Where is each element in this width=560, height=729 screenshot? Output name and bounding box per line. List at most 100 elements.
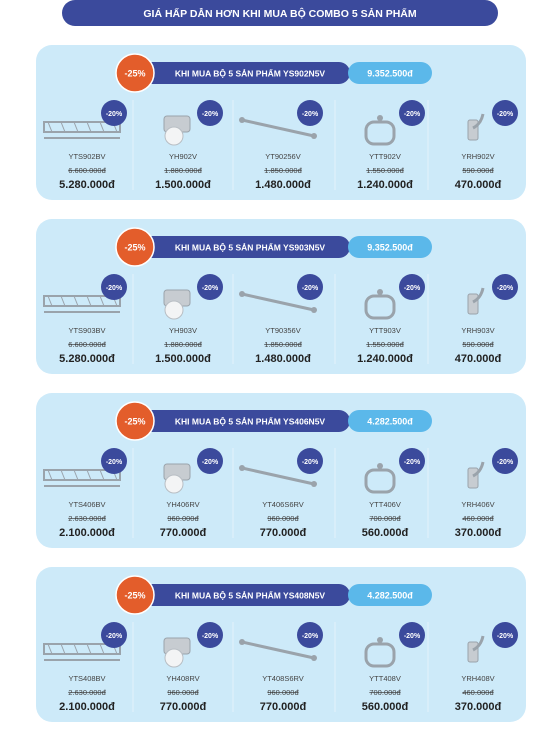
icon-part [467,119,479,141]
product: -20% YTS902BV 6.600.000đ 5.280.000đ [43,100,127,191]
product-price: 5.280.000đ [59,179,115,191]
icon-part [472,635,485,652]
product-code: YT408S6RV [262,674,304,683]
product-badge-text: -20% [302,459,319,466]
icon-part [73,295,79,307]
price-pill [348,410,432,432]
product-badge-text: -20% [497,285,514,292]
icon-part [311,655,317,661]
discount-text: -25% [124,590,145,600]
label-pill [140,62,350,84]
icon-part [99,121,105,133]
icon-part [60,295,66,307]
icon-part [99,295,105,307]
discount-badge [115,575,155,615]
old-price: 590.000đ [462,340,494,349]
product-code: YRH406V [461,500,494,509]
product-price: 1.480.000đ [255,179,311,191]
icon-part [377,115,383,121]
old-price: 960.000đ [167,514,199,523]
product: -20% YT406S6RV 960.000đ 770.000đ [232,448,323,539]
old-price: 6.600.000đ [68,166,106,175]
product: -20% YTT408V 700.000đ 560.000đ [334,622,425,713]
icon-part [164,474,184,494]
old-price: 1.550.000đ [366,340,404,349]
icon-part [241,466,315,486]
discount-badge [115,401,155,441]
old-price: 460.000đ [462,688,494,697]
old-price: 700.000đ [369,688,401,697]
product: -20% YH408RV 960.000đ 770.000đ [132,622,223,713]
label-pill [140,236,350,258]
product-code: YT406S6RV [262,500,304,509]
product: -20% YH902V 1.880.000đ 1.500.000đ [132,100,223,191]
icon-part [47,469,53,481]
product-badge [399,622,425,648]
old-price: 460.000đ [462,514,494,523]
product-code: YTS902BV [68,152,105,161]
icon-part [364,642,396,668]
product-badge [197,448,223,474]
product-badge [492,448,518,474]
icon-part [467,641,479,663]
combo-price: 9.352.500đ [367,68,413,78]
product-price: 370.000đ [455,527,502,539]
old-price: 960.000đ [267,514,299,523]
icon-part [239,117,245,123]
product-badge-text: -20% [497,111,514,118]
old-price: 2.630.000đ [68,688,106,697]
product-badge-text: -20% [404,459,421,466]
product-price: 1.240.000đ [357,353,413,365]
product-badge-text: -20% [202,459,219,466]
discount-badge [115,227,155,267]
product-price: 1.500.000đ [155,353,211,365]
icon-part [311,133,317,139]
icon-part [60,121,66,133]
icon-part [164,648,184,668]
product: -20% YT408S6RV 960.000đ 770.000đ [232,622,323,713]
icon-part [47,295,53,307]
icon-part [377,637,383,643]
icon-part [73,643,79,655]
price-pill [348,584,432,606]
product-price: 770.000đ [260,527,307,539]
product-price: 370.000đ [455,701,502,713]
product-badge [492,622,518,648]
product-code: YH406RV [166,500,199,509]
product-price: 1.240.000đ [357,179,413,191]
product-badge [297,100,323,126]
discount-text: -25% [124,242,145,252]
product-badge-text: -20% [497,459,514,466]
icon-part [467,293,479,315]
product-code: YTT903V [369,326,401,335]
icon-part [239,291,245,297]
product: -20% YH406RV 960.000đ 770.000đ [132,448,223,539]
old-price: 1.880.000đ [164,166,202,175]
product-code: YTT408V [369,674,401,683]
old-price: 700.000đ [369,514,401,523]
product-price: 5.280.000đ [59,353,115,365]
product: -20% YRH903V 590.000đ 470.000đ [427,274,518,365]
product-price: 470.000đ [455,179,502,191]
product-badge-text: -20% [404,111,421,118]
product-code: YH408RV [166,674,199,683]
discount-text: -25% [124,416,145,426]
product-badge [197,100,223,126]
icon-part [99,469,105,481]
combo-price: 4.282.500đ [367,590,413,600]
icon-part [86,469,92,481]
product-code: YTT406V [369,500,401,509]
product-code: YT90256V [265,152,300,161]
product-badge [399,448,425,474]
icon-part [241,118,315,138]
product-badge [492,274,518,300]
old-price: 1.850.000đ [264,340,302,349]
product: -20% YRH902V 590.000đ 470.000đ [427,100,518,191]
product-badge [399,100,425,126]
combo-price: 4.282.500đ [367,416,413,426]
product-badge [101,274,127,300]
product-badge-text: -20% [202,111,219,118]
product-code: YRH902V [461,152,494,161]
product-badge [101,622,127,648]
product-badge-text: -20% [202,285,219,292]
